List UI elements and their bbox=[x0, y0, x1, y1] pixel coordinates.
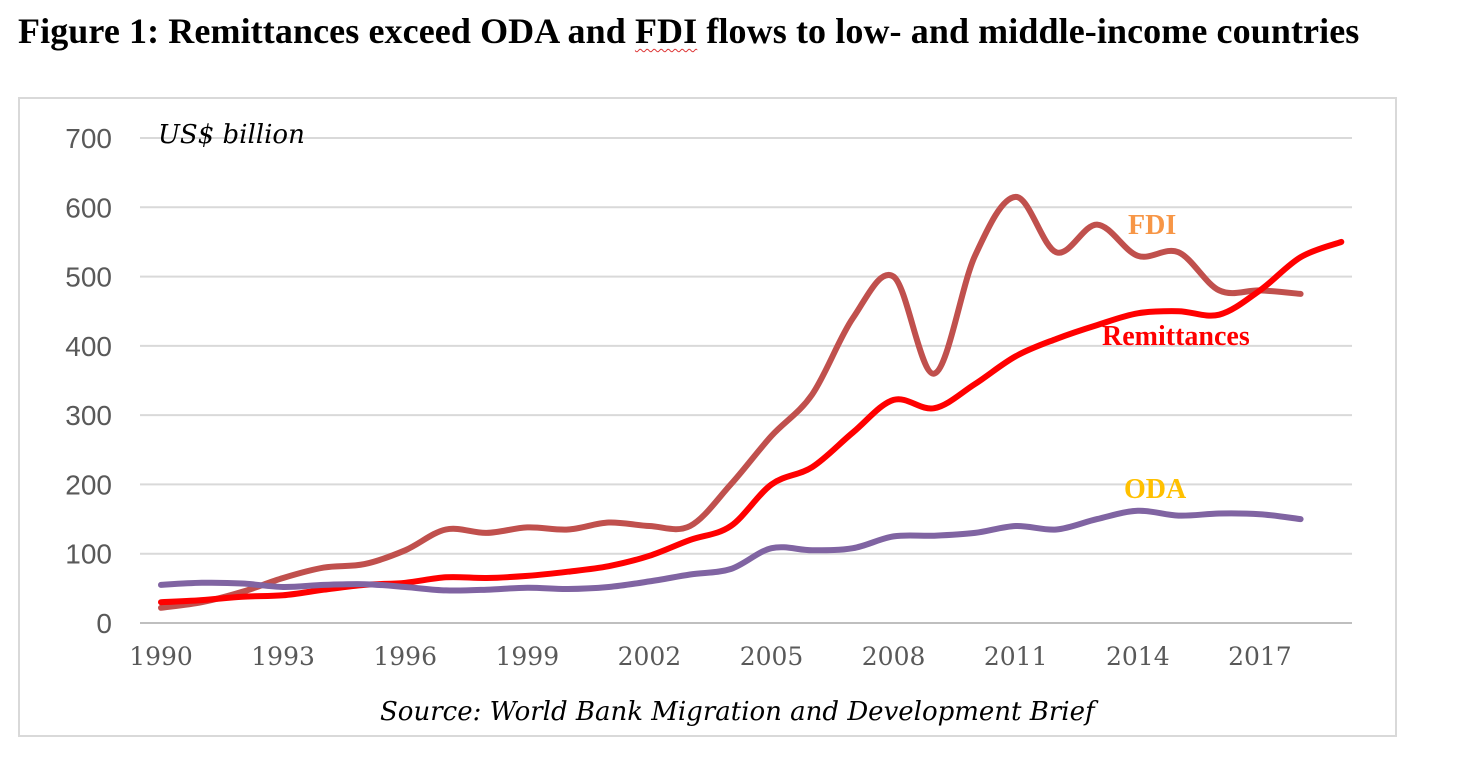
x-tick-label: 1993 bbox=[251, 642, 315, 671]
series-label-remittances: Remittances bbox=[1102, 321, 1250, 352]
x-tick-label: 1996 bbox=[373, 642, 437, 671]
title-fdi: FDI bbox=[634, 11, 698, 51]
figure-title: Figure 1: Remittances exceed ODA and FDI… bbox=[18, 10, 1359, 52]
x-tick-label: 2005 bbox=[740, 642, 804, 671]
x-axis-ticks: 1990 1993 1996 1999 2002 2005 2008 2011 2014 2017 bbox=[129, 642, 1292, 671]
y-tick-label: 700 bbox=[65, 123, 112, 154]
series-line-remittances bbox=[158, 238, 1345, 606]
series-line-fdi bbox=[158, 193, 1304, 611]
title-suffix: flows to low- and middle-income countrie… bbox=[697, 11, 1360, 51]
y-tick-label: 100 bbox=[65, 539, 112, 570]
series-lines bbox=[158, 193, 1345, 611]
series-label-fdi: FDI bbox=[1128, 210, 1176, 241]
y-tick-label: 500 bbox=[65, 262, 112, 293]
y-tick-label: 300 bbox=[65, 400, 112, 431]
x-tick-label: 2008 bbox=[862, 642, 926, 671]
series-label-oda: ODA bbox=[1124, 474, 1187, 505]
y-tick-label: 400 bbox=[65, 331, 112, 362]
unit-label: US$ billion bbox=[158, 120, 305, 150]
x-tick-label: 2011 bbox=[984, 642, 1048, 671]
y-tick-label: 600 bbox=[65, 192, 112, 223]
source-note: Source: World Bank Migration and Develop… bbox=[380, 697, 1099, 727]
x-tick-label: 2014 bbox=[1106, 642, 1170, 671]
grid-lines bbox=[140, 137, 1352, 624]
y-tick-label: 0 bbox=[96, 608, 112, 639]
x-tick-label: 1990 bbox=[129, 642, 193, 671]
x-tick-label: 1999 bbox=[495, 642, 559, 671]
series-labels: FDI Remittances ODA bbox=[1102, 210, 1250, 505]
y-tick-label: 200 bbox=[65, 469, 112, 500]
title-prefix: Figure 1: Remittances exceed ODA and bbox=[18, 11, 635, 51]
x-tick-label: 2017 bbox=[1228, 642, 1292, 671]
series-line-oda bbox=[158, 507, 1304, 594]
x-tick-label: 2002 bbox=[618, 642, 682, 671]
y-axis-ticks: 0 100 200 300 400 500 600 700 bbox=[65, 123, 112, 639]
chart-frame bbox=[18, 97, 1397, 737]
